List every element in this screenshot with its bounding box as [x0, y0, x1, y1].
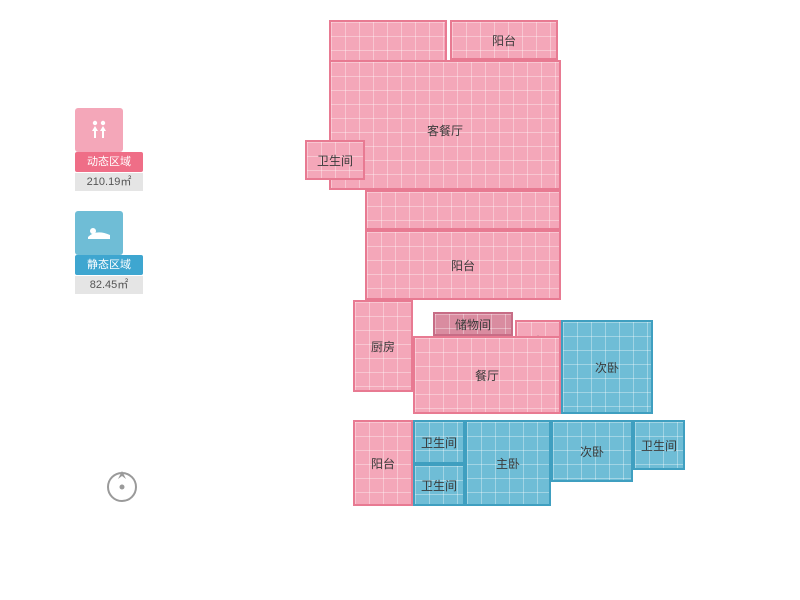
room-label: 卫生间	[317, 152, 353, 169]
room-dining: 餐厅	[413, 336, 561, 414]
room-second-bed-b: 次卧	[551, 420, 633, 482]
room-balcony-mid: 阳台	[365, 230, 561, 300]
room-bath-right: 卫生间	[633, 420, 685, 470]
people-icon	[87, 118, 111, 142]
room-balcony-left: 阳台	[353, 420, 413, 506]
floor-plan: 阳台客餐厅卫生间阳台厨房储物间卫生间餐厅阳台卫生间卫生间主卧次卧次卧卫生间	[305, 20, 735, 578]
room-label: 次卧	[595, 359, 619, 376]
room-label: 餐厅	[475, 367, 499, 384]
room-label: 客餐厅	[427, 122, 463, 139]
legend: 动态区域 210.19㎡ 静态区域 82.45㎡	[75, 108, 143, 314]
room-label: 卫生间	[641, 437, 677, 454]
sleep-icon	[86, 223, 112, 243]
legend-dynamic-value: 210.19㎡	[75, 173, 143, 191]
room-label: 阳台	[371, 455, 395, 472]
compass-icon	[105, 470, 139, 504]
room-hall-corridor	[365, 190, 561, 230]
room-bath-l2: 卫生间	[413, 464, 465, 506]
legend-dynamic-label: 动态区域	[75, 152, 143, 172]
legend-static-value: 82.45㎡	[75, 276, 143, 294]
room-label: 主卧	[496, 455, 520, 472]
room-storage: 储物间	[433, 312, 513, 336]
dynamic-zone-icon	[75, 108, 123, 152]
room-label: 次卧	[580, 443, 604, 460]
room-label: 厨房	[371, 338, 395, 355]
room-label: 卫生间	[421, 434, 457, 451]
room-label: 阳台	[492, 32, 516, 49]
static-zone-icon	[75, 211, 123, 255]
room-bath-l1: 卫生间	[413, 420, 465, 464]
room-master-bed: 主卧	[465, 420, 551, 506]
legend-static: 静态区域 82.45㎡	[75, 211, 143, 294]
room-label: 储物间	[455, 316, 491, 333]
room-label: 卫生间	[421, 477, 457, 494]
room-bath-upper: 卫生间	[305, 140, 365, 180]
legend-dynamic: 动态区域 210.19㎡	[75, 108, 143, 191]
legend-static-label: 静态区域	[75, 255, 143, 275]
room-balcony-top: 阳台	[450, 20, 558, 60]
room-label: 阳台	[451, 257, 475, 274]
room-kitchen: 厨房	[353, 300, 413, 392]
room-second-bed-t: 次卧	[561, 320, 653, 414]
